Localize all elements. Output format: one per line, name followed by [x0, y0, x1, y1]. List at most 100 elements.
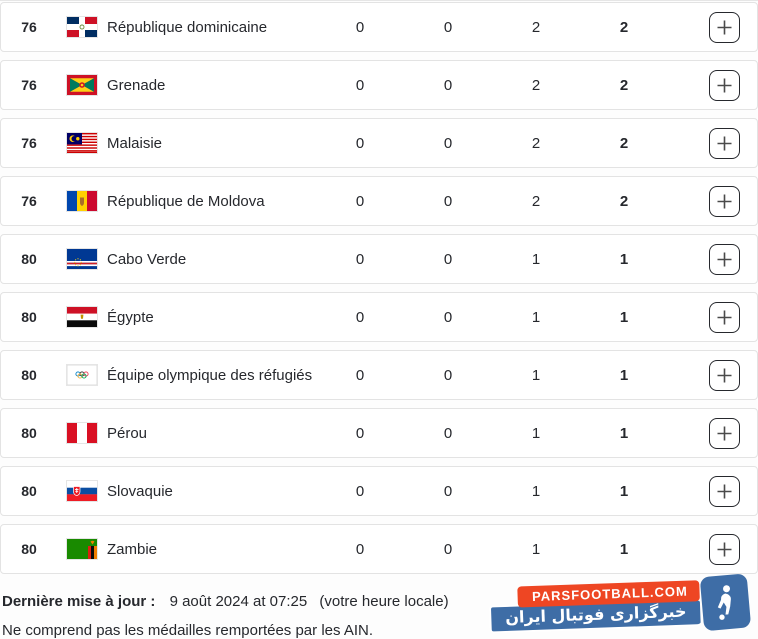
country-name: République de Moldova	[107, 192, 265, 210]
silver-count: 0	[443, 192, 453, 210]
expand-row-button[interactable]	[709, 417, 740, 449]
total-count: 1	[619, 540, 629, 558]
silver-count: 0	[443, 424, 453, 442]
last-updated-line: Dernière mise à jour : 9 août 2024 at 07…	[2, 593, 758, 610]
total-count: 1	[619, 482, 629, 500]
table-row: 76 République de Moldova 0 0 2 2	[0, 176, 758, 226]
table-row: 80 Égypte 0 0 1 1	[0, 292, 758, 342]
zambia-flag-icon	[67, 539, 97, 559]
bronze-count: 2	[531, 18, 541, 36]
total-count: 1	[619, 250, 629, 268]
malaysia-flag-icon	[67, 133, 97, 153]
gold-count: 0	[355, 76, 365, 94]
rank-value: 80	[21, 483, 37, 499]
bronze-count: 2	[531, 134, 541, 152]
rank-value: 80	[21, 309, 37, 325]
table-row: 76 République dominicaine 0 0 2 2	[0, 2, 758, 52]
silver-count: 0	[443, 76, 453, 94]
country-name: Cabo Verde	[107, 250, 187, 268]
country-name: République dominicaine	[107, 18, 268, 36]
expand-row-button[interactable]	[709, 301, 740, 333]
total-count: 2	[619, 76, 629, 94]
expand-row-button[interactable]	[709, 359, 740, 391]
gold-count: 0	[355, 308, 365, 326]
silver-count: 0	[443, 308, 453, 326]
plus-icon	[717, 136, 732, 150]
expand-row-button[interactable]	[709, 533, 740, 565]
rank-value: 76	[21, 135, 37, 151]
silver-count: 0	[443, 482, 453, 500]
bronze-count: 1	[531, 482, 541, 500]
row-actions	[668, 417, 757, 449]
silver-count: 0	[443, 366, 453, 384]
gold-count: 0	[355, 18, 365, 36]
expand-row-button[interactable]	[709, 185, 740, 217]
row-actions	[668, 243, 757, 275]
bronze-count: 1	[531, 424, 541, 442]
row-actions	[668, 69, 757, 101]
country-name: Pérou	[107, 424, 148, 442]
local-time-note: (votre heure locale)	[319, 593, 449, 610]
silver-count: 0	[443, 18, 453, 36]
gold-count: 0	[355, 482, 365, 500]
plus-icon	[717, 194, 732, 208]
gold-count: 0	[355, 424, 365, 442]
row-actions	[668, 301, 757, 333]
table-row: 80 Slovaquie 0 0 1 1	[0, 466, 758, 516]
plus-icon	[717, 368, 732, 382]
cabo-verde-flag-icon	[67, 249, 97, 269]
expand-row-button[interactable]	[709, 243, 740, 275]
bronze-count: 1	[531, 250, 541, 268]
row-actions	[668, 533, 757, 565]
footer: Dernière mise à jour : 9 août 2024 at 07…	[0, 582, 758, 639]
expand-row-button[interactable]	[709, 69, 740, 101]
slovakia-flag-icon	[67, 481, 97, 501]
country-name: Égypte	[107, 308, 154, 326]
plus-icon	[717, 484, 732, 498]
plus-icon	[717, 542, 732, 556]
plus-icon	[717, 252, 732, 266]
parsfootball-watermark: PARSFOOTBALL.COM خبرگزاری فوتبال ایران	[488, 573, 752, 637]
rank-value: 76	[21, 193, 37, 209]
bronze-count: 1	[531, 366, 541, 384]
silver-count: 0	[443, 134, 453, 152]
gold-count: 0	[355, 540, 365, 558]
dominican-republic-flag-icon	[67, 17, 97, 37]
expand-row-button[interactable]	[709, 475, 740, 507]
plus-icon	[717, 310, 732, 324]
grenada-flag-icon	[67, 75, 97, 95]
rank-value: 80	[21, 367, 37, 383]
row-actions	[668, 185, 757, 217]
table-row: 80 Équipe olympique des réfugiés 0 0 1 1	[0, 350, 758, 400]
total-count: 1	[619, 308, 629, 326]
rank-value: 80	[21, 541, 37, 557]
silver-count: 0	[443, 540, 453, 558]
country-name: Malaisie	[107, 134, 163, 152]
silver-count: 0	[443, 250, 453, 268]
watermark-text-block: PARSFOOTBALL.COM خبرگزاری فوتبال ایران	[488, 580, 701, 634]
medal-table: 76 République dominicaine 0 0 2 2 76	[0, 1, 758, 574]
gold-count: 0	[355, 134, 365, 152]
expand-row-button[interactable]	[709, 127, 740, 159]
rank-value: 76	[21, 77, 37, 93]
country-name: Équipe olympique des réfugiés	[107, 366, 313, 384]
last-updated-value: 9 août 2024 at 07:25	[169, 593, 308, 610]
previous-row-edge	[0, 0, 758, 1]
total-count: 2	[619, 192, 629, 210]
plus-icon	[717, 20, 732, 34]
row-actions	[668, 11, 757, 43]
footballer-icon	[717, 585, 731, 620]
row-actions	[668, 359, 757, 391]
row-actions	[668, 127, 757, 159]
bronze-count: 2	[531, 192, 541, 210]
moldova-flag-icon	[67, 191, 97, 211]
gold-count: 0	[355, 366, 365, 384]
country-name: Slovaquie	[107, 482, 173, 500]
plus-icon	[717, 78, 732, 92]
gold-count: 0	[355, 192, 365, 210]
bronze-count: 1	[531, 308, 541, 326]
expand-row-button[interactable]	[709, 11, 740, 43]
ain-note: Ne comprend pas les médailles remportées…	[2, 622, 374, 639]
total-count: 2	[619, 18, 629, 36]
peru-flag-icon	[67, 423, 97, 443]
